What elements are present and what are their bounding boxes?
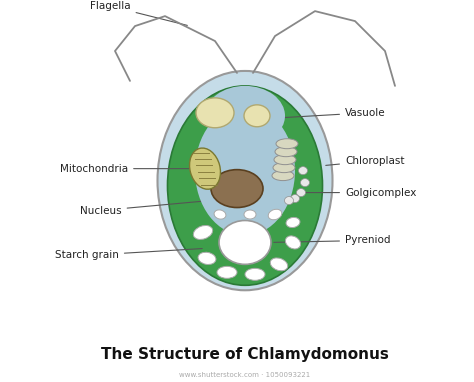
Ellipse shape [299, 167, 308, 175]
Text: Vasuole: Vasuole [266, 108, 386, 119]
Text: www.shutterstock.com · 1050093221: www.shutterstock.com · 1050093221 [179, 372, 310, 378]
Ellipse shape [272, 171, 294, 181]
Text: Pyreniod: Pyreniod [274, 235, 391, 245]
Ellipse shape [284, 197, 293, 204]
Ellipse shape [275, 147, 297, 157]
Text: Nucleus: Nucleus [80, 201, 207, 215]
Ellipse shape [190, 148, 220, 189]
Ellipse shape [274, 155, 296, 165]
Text: Starch grain: Starch grain [55, 249, 202, 261]
Ellipse shape [219, 220, 271, 264]
Ellipse shape [196, 98, 234, 128]
Ellipse shape [276, 139, 298, 149]
Text: Mitochondria: Mitochondria [60, 163, 200, 174]
Ellipse shape [198, 252, 216, 264]
Ellipse shape [157, 71, 332, 290]
Text: Chloroplast: Chloroplast [326, 156, 404, 166]
Ellipse shape [286, 217, 300, 228]
Ellipse shape [167, 86, 322, 285]
Text: Flagella: Flagella [90, 1, 187, 25]
Ellipse shape [268, 209, 282, 220]
Ellipse shape [297, 189, 306, 197]
Text: Golgicomplex: Golgicomplex [298, 188, 416, 197]
Ellipse shape [193, 225, 213, 240]
Ellipse shape [285, 236, 301, 249]
Ellipse shape [244, 105, 270, 127]
Ellipse shape [245, 268, 265, 280]
Ellipse shape [244, 210, 256, 219]
Ellipse shape [195, 106, 295, 235]
Ellipse shape [214, 210, 226, 219]
Ellipse shape [273, 163, 295, 173]
Ellipse shape [301, 179, 310, 186]
Ellipse shape [211, 170, 263, 207]
Ellipse shape [270, 258, 288, 271]
Ellipse shape [205, 86, 285, 146]
Ellipse shape [291, 194, 300, 202]
Ellipse shape [217, 266, 237, 278]
Text: The Structure of Chlamydomonus: The Structure of Chlamydomonus [101, 347, 389, 362]
